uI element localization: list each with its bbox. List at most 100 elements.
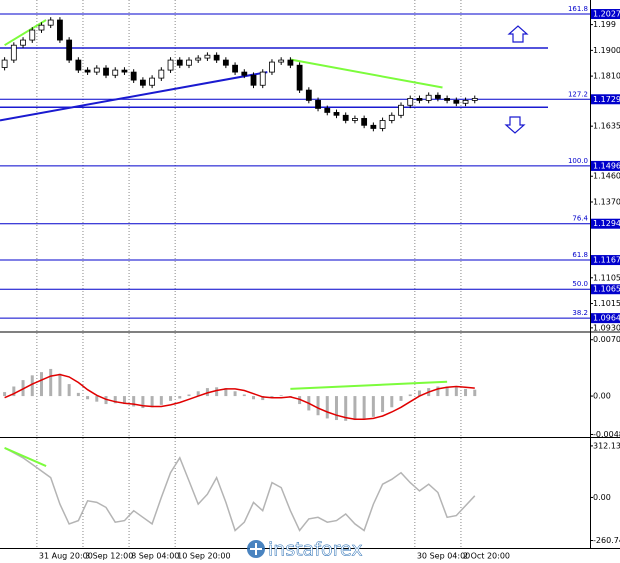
histogram-bar [242, 394, 246, 397]
histogram-bar [58, 373, 62, 397]
y-tick-label: 1.1635 [593, 122, 620, 131]
histogram-bar [95, 396, 99, 402]
candle-body [84, 69, 91, 73]
price-box [591, 160, 620, 171]
histogram-bar [325, 396, 329, 419]
histogram-bar [417, 390, 421, 397]
trend-line [290, 58, 443, 89]
candle-body [379, 120, 386, 129]
candle-body [352, 118, 358, 121]
y-tick-label: 0.00 [593, 392, 611, 401]
histogram-bar [196, 391, 200, 397]
candle-body [259, 71, 266, 86]
candle-body [333, 112, 340, 116]
x-tick-label: 2 Oct 20:00 [463, 552, 510, 561]
candle-body [103, 67, 109, 76]
candle-body [38, 24, 45, 31]
histogram-bar [279, 395, 283, 397]
candle-body [93, 67, 100, 73]
histogram-bar [344, 396, 348, 421]
fib-level-label: 61.8 [572, 251, 588, 259]
price-box [591, 284, 620, 295]
histogram-bar [159, 396, 163, 405]
histogram-bar [76, 392, 80, 397]
histogram-bar [187, 394, 191, 397]
candle-body [453, 100, 460, 104]
fib-level-label: 100.0 [568, 157, 588, 165]
candle-body [232, 64, 238, 73]
candle-body [112, 69, 119, 76]
histogram-bar [390, 396, 394, 408]
histogram-bar [224, 388, 228, 397]
fib-level-label: 50.0 [572, 280, 588, 288]
candle-body [250, 74, 257, 86]
y-tick-label: 1.1810 [593, 72, 620, 81]
histogram-bar [3, 392, 7, 397]
trend-line [4, 19, 47, 47]
candle-body [167, 59, 174, 71]
candle-body [462, 100, 469, 104]
price-box-label: 1.0964 [593, 314, 620, 323]
trend-line [0, 71, 268, 122]
histogram-bar [233, 391, 237, 397]
candle-body [315, 100, 321, 109]
candle-body [388, 114, 395, 121]
price-box [591, 9, 620, 20]
candle-body [47, 19, 54, 26]
histogram-bar [30, 375, 34, 397]
candle-body [213, 54, 220, 61]
histogram-bar [215, 387, 219, 397]
histogram-bar [353, 396, 357, 421]
histogram-bar [12, 386, 16, 397]
signal-line [4, 373, 475, 420]
histogram-bar [150, 396, 154, 408]
candle-body [222, 59, 229, 66]
histogram-bar [408, 394, 412, 397]
candle-body [204, 54, 211, 59]
candle-body [176, 59, 183, 66]
candle-body [130, 71, 137, 81]
arrow-up [507, 25, 529, 43]
candle-body [425, 94, 432, 101]
candle-body [278, 59, 285, 63]
candle-body [158, 69, 165, 79]
x-tick-label: 10 Sep 20:00 [177, 552, 230, 561]
x-tick-label: 8 Sep 04:00 [131, 552, 179, 561]
histogram-bar [122, 396, 126, 405]
price-box-label: 1.1065 [593, 285, 620, 294]
price-box-label: 1.1294 [593, 219, 620, 228]
histogram-bar [464, 388, 468, 397]
histogram-bar [381, 396, 385, 413]
histogram-bar [49, 368, 53, 397]
candle-body [287, 59, 294, 66]
fib-level-label: 127.2 [568, 90, 588, 98]
y-tick-label: 1.199 [593, 20, 616, 29]
fib-level-label: 38.2 [572, 309, 588, 317]
candle-body [29, 29, 36, 41]
candle-body [269, 61, 275, 73]
histogram-bar [86, 396, 90, 400]
histogram-bar [113, 396, 117, 404]
price-box [591, 255, 620, 266]
histogram-bar [132, 396, 136, 407]
histogram-bar [169, 396, 173, 401]
histogram-bar [362, 396, 366, 419]
candle-body [407, 98, 414, 106]
candle-body [305, 89, 312, 101]
candle-body [186, 59, 192, 66]
histogram-bar [436, 386, 440, 397]
y-tick-label: 1.0930 [593, 323, 620, 332]
histogram-bar [445, 386, 449, 397]
candle-body [296, 64, 303, 91]
y-tick-label: -0.00481 [593, 430, 620, 439]
watermark-logo [247, 540, 265, 558]
histogram-bar [316, 396, 320, 416]
histogram-bar [399, 396, 403, 401]
candle-body [195, 57, 202, 61]
candle-body [398, 104, 404, 116]
histogram-bar [178, 396, 182, 399]
y-tick-label: 312.1363 [593, 441, 620, 450]
candle-body [342, 114, 349, 121]
